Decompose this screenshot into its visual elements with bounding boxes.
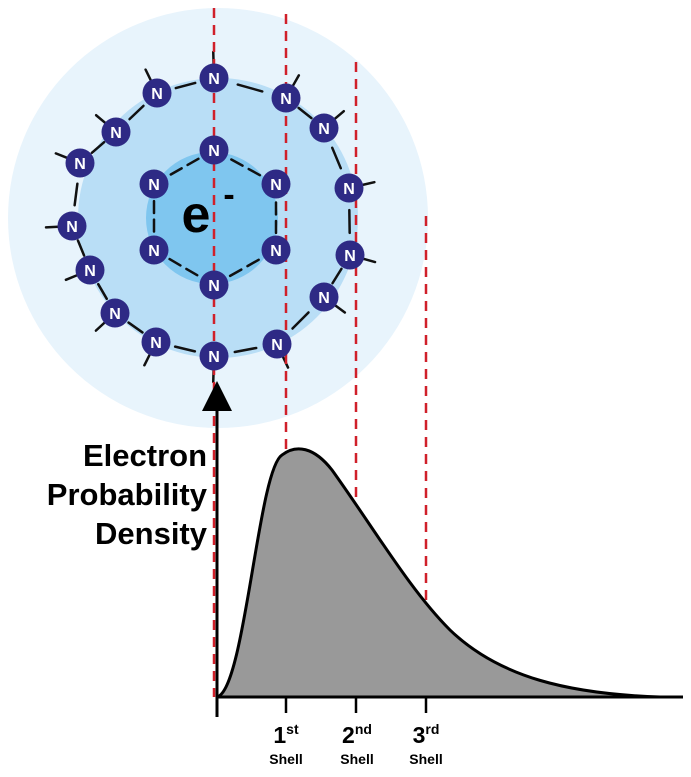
inner-electron-cloud — [146, 152, 278, 284]
shell-3-ordinal: 3rd — [412, 721, 440, 748]
nitrogen-atom: N — [101, 117, 131, 147]
bond-stub — [144, 68, 153, 82]
svg-text:N: N — [151, 86, 163, 103]
bond-dash — [127, 321, 144, 334]
shell-1-label: Shell — [269, 751, 303, 767]
bond-dash — [128, 104, 145, 121]
shell-2-ordinal: 2nd — [342, 721, 372, 748]
bond-stub — [361, 180, 376, 187]
bond-dash — [90, 140, 106, 155]
electron-label: e — [182, 186, 211, 244]
nitrogen-atom: N — [75, 255, 105, 285]
svg-text:N: N — [148, 177, 160, 194]
nitrogen-atom: N — [309, 282, 339, 312]
shell-3-label: Shell — [409, 751, 443, 767]
bond-dash — [230, 158, 244, 167]
bond-stub — [94, 113, 107, 125]
bond-dash — [168, 257, 182, 267]
bond-dash — [331, 146, 342, 170]
nitrogen-atom: N — [139, 235, 169, 265]
svg-text:N: N — [270, 177, 282, 194]
nitrogen-atom: N — [57, 211, 87, 241]
svg-text:N: N — [208, 278, 220, 295]
bond-stub — [362, 257, 377, 264]
svg-text:N: N — [150, 335, 162, 352]
bond-dash — [291, 311, 310, 330]
svg-text:N: N — [318, 290, 330, 307]
bond-dash — [185, 267, 199, 277]
nitrogen-atom: N — [199, 63, 229, 93]
svg-text:N: N — [74, 156, 86, 173]
bond-stub — [44, 225, 60, 229]
svg-text:N: N — [208, 71, 220, 88]
nitrogen-atom: N — [261, 235, 291, 265]
probability-density-curve — [215, 447, 662, 699]
svg-text:N: N — [208, 143, 220, 160]
nitrogen-atoms: N N N N N N N N N N N N N N N N N N N N N — [57, 63, 365, 371]
bond-stub — [54, 152, 69, 160]
y-axis-label-line-2: Probability — [46, 477, 207, 512]
electron-charge: - — [223, 176, 234, 214]
bond-stub — [94, 321, 106, 332]
y-axis-label-line-1: Electron — [82, 438, 207, 473]
bond-dash — [174, 81, 197, 90]
bond-dash — [236, 83, 264, 93]
bond-dash — [186, 157, 200, 167]
shell-2-label: Shell — [340, 751, 374, 767]
nitrogen-atom: N — [335, 240, 365, 270]
nitrogen-atom: N — [100, 298, 130, 328]
nitrogen-atom: N — [261, 169, 291, 199]
shell-1-ordinal: 1st — [273, 721, 299, 748]
svg-text:N: N — [271, 337, 283, 354]
svg-text:N: N — [148, 243, 160, 260]
bond-stub — [333, 304, 347, 314]
bond-dash — [97, 282, 108, 301]
nitrogen-atom: N — [271, 83, 301, 113]
bond-dash — [247, 167, 262, 177]
svg-text:N: N — [343, 181, 355, 198]
nitrogen-atom: N — [309, 113, 339, 143]
svg-text:N: N — [344, 248, 356, 265]
svg-text:N: N — [318, 121, 330, 138]
ring-bonds — [44, 50, 377, 384]
bond-dash — [297, 106, 313, 120]
bond-dash — [246, 258, 260, 268]
nitrogen-atom: N — [65, 148, 95, 178]
y-axis-label-line-3: Density — [95, 516, 207, 551]
bond-stub — [64, 274, 79, 282]
svg-text:N: N — [208, 349, 220, 366]
bond-dash — [76, 239, 86, 257]
svg-text:N: N — [110, 125, 122, 142]
bond-dash — [233, 346, 258, 354]
bond-stub — [291, 74, 301, 88]
bond-dash — [331, 267, 343, 285]
svg-text:N: N — [84, 263, 96, 280]
bond-dash — [73, 182, 79, 207]
bond-dash — [228, 268, 243, 278]
svg-text:N: N — [66, 219, 78, 236]
svg-text:N: N — [109, 306, 121, 323]
nitrogen-atom: N — [141, 327, 171, 357]
nitrogen-atom: N — [262, 329, 292, 359]
bond-stub — [333, 109, 346, 121]
nitrogen-atom: N — [334, 173, 364, 203]
svg-text:N: N — [280, 91, 292, 108]
bond-dash — [173, 345, 197, 353]
nitrogen-atom: N — [142, 78, 172, 108]
nitrogen-atom: N — [199, 270, 229, 300]
svg-text:N: N — [270, 243, 282, 260]
bond-dash — [169, 167, 183, 176]
nitrogen-atom: N — [199, 341, 229, 371]
bond-stub — [143, 353, 151, 367]
nitrogen-atom: N — [139, 169, 169, 199]
x-axis-ticks — [284, 697, 428, 713]
nitrogen-atom: N — [199, 135, 229, 165]
